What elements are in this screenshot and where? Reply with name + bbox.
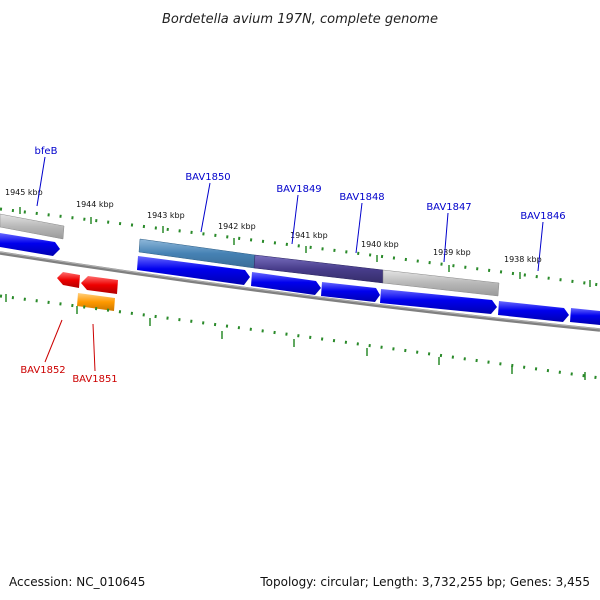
tick-label: 1944 kbp [76, 200, 114, 209]
gene-label-BAV1850[interactable]: BAV1850 [185, 172, 230, 183]
map-title: Bordetella avium 197N, complete genome [162, 12, 438, 27]
cds-arrow-BAV1851-rna[interactable] [77, 293, 115, 311]
gene-label-BAV1851[interactable]: BAV1851 [72, 374, 117, 385]
tick-label: 1941 kbp [290, 231, 328, 240]
gene-label-BAV1847[interactable]: BAV1847 [426, 202, 471, 213]
gene-label-bfeB[interactable]: bfeB [35, 146, 58, 157]
tick-label: 1938 kbp [504, 255, 542, 264]
genome-backbone [0, 251, 600, 332]
genome-backbone-highlight [0, 251, 600, 330]
cds-arrow-next[interactable] [570, 308, 600, 325]
topology-text: Topology: circular; Length: 3,732,255 bp… [259, 575, 590, 589]
cds-arrow-bfeB[interactable] [0, 233, 60, 256]
leader-line [200, 182, 211, 233]
forward-cds-track [0, 233, 600, 325]
leader-line [92, 323, 96, 372]
gene-region-BAV1848[interactable] [382, 269, 500, 297]
cds-arrow-BAV1850[interactable] [137, 256, 250, 285]
tick-label: 1942 kbp [218, 222, 256, 231]
upper-minor-ticks [0, 207, 600, 287]
accession-text: Accession: NC_010645 [9, 575, 145, 589]
feature-track [0, 213, 500, 297]
cds-arrow-BAV1849[interactable] [251, 272, 321, 295]
leader-line [44, 319, 63, 363]
gene-label-BAV1846[interactable]: BAV1846 [520, 211, 565, 222]
leader-line [36, 156, 46, 207]
cds-arrow-BAV1846[interactable] [498, 301, 569, 322]
reverse-leader-lines [44, 319, 96, 372]
leader-line [537, 221, 544, 272]
leader-line [443, 212, 449, 263]
tick-label: 1943 kbp [147, 211, 185, 220]
gene-region-bfeB[interactable] [0, 213, 65, 240]
leader-line [355, 202, 363, 254]
tick-label: 1940 kbp [361, 240, 399, 249]
lower-minor-ticks [0, 294, 600, 380]
leader-line [291, 194, 299, 245]
gene-label-BAV1852[interactable]: BAV1852 [20, 365, 65, 376]
lower-tick-ruler [0, 294, 600, 380]
cds-arrow-BAV1848[interactable] [321, 282, 380, 302]
upper-tick-ruler [0, 207, 600, 287]
gene-label-BAV1848[interactable]: BAV1848 [339, 192, 384, 203]
cds-arrow-BAV1851[interactable] [81, 276, 118, 294]
gene-label-BAV1849[interactable]: BAV1849 [276, 184, 321, 195]
cds-arrow-BAV1847[interactable] [380, 289, 497, 314]
tick-label: 1945 kbp [5, 188, 43, 197]
tick-label: 1939 kbp [433, 248, 471, 257]
cds-arrow-BAV1852[interactable] [57, 272, 80, 288]
forward-leader-lines [36, 156, 544, 272]
reverse-cds-track [57, 272, 118, 311]
